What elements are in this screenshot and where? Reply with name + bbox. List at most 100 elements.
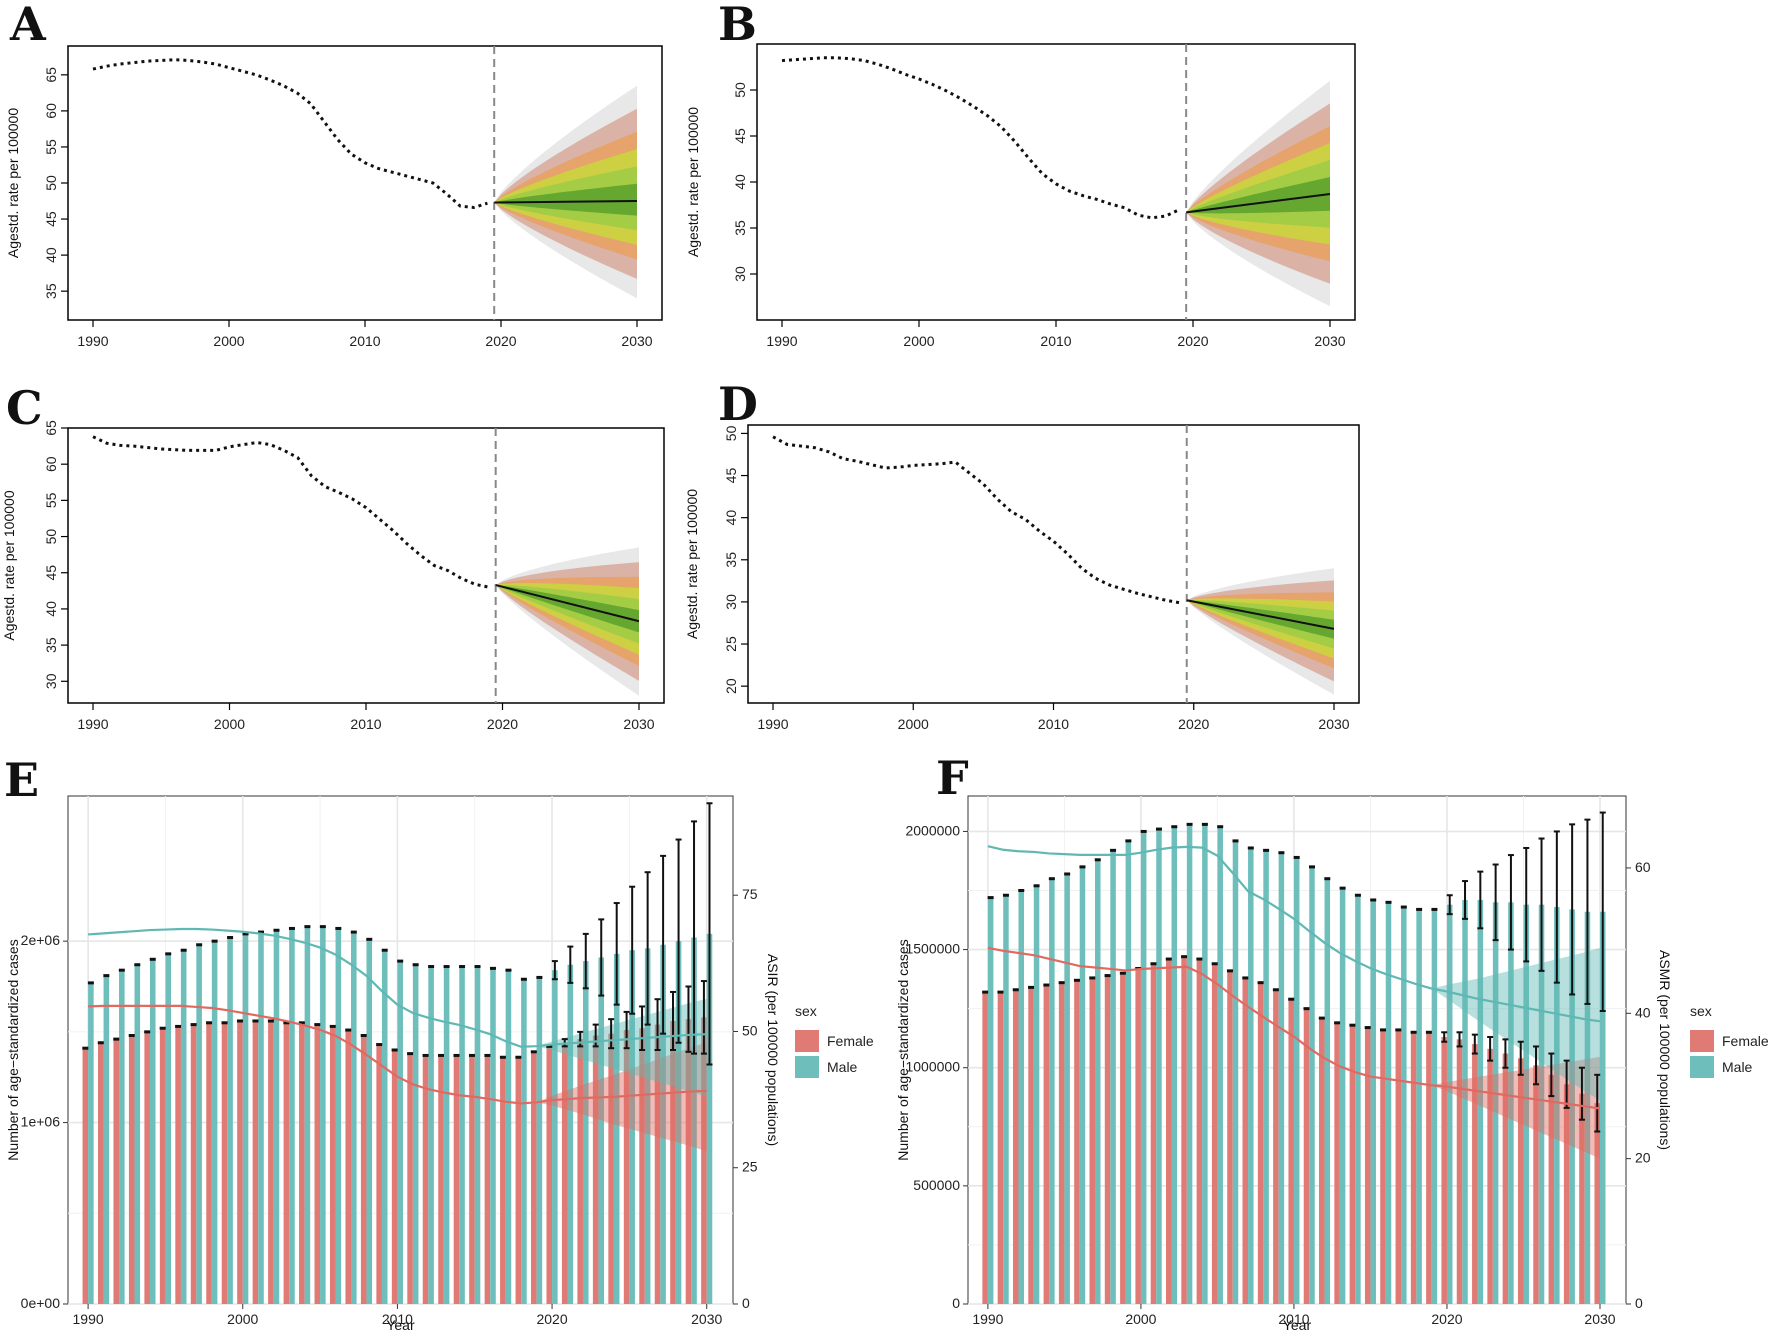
- y-tick-label: 30: [723, 594, 739, 610]
- bar-male: [149, 959, 156, 1304]
- y-axis-label: Number of age−standardized cases: [895, 939, 911, 1160]
- y-axis-label: Agestd. rate per 100000: [684, 489, 700, 639]
- bar-male: [1217, 826, 1223, 1304]
- x-tick-label: 2020: [536, 1311, 567, 1327]
- bar-female: [252, 1020, 259, 1304]
- bar-female: [391, 1050, 398, 1304]
- bar-female: [438, 1055, 444, 1304]
- bar-male: [505, 970, 512, 1304]
- bar-female: [484, 1055, 491, 1304]
- x-tick-label: 2010: [1040, 333, 1071, 349]
- bar-male: [1248, 847, 1254, 1304]
- bar-male: [629, 950, 635, 1304]
- bar-male: [536, 977, 543, 1304]
- bar-male: [227, 937, 233, 1304]
- y2-axis-label: ASIR (per 100000 populations): [765, 954, 781, 1146]
- bar-male: [1110, 850, 1116, 1304]
- bar-male: [103, 975, 110, 1304]
- bar-female: [1120, 973, 1126, 1304]
- panel-b: B 1990 2000 2010 2020 2030 30 35 40 45 50 Agestd. r…: [685, 0, 1356, 349]
- y2-axis-label: ASMR (per 100000 populations): [1657, 950, 1673, 1150]
- bar-female: [670, 1020, 676, 1304]
- female-rate-ribbon: [1431, 1056, 1600, 1159]
- bar-male: [1018, 890, 1025, 1304]
- bar-female: [1104, 975, 1111, 1304]
- bar-male: [1125, 840, 1132, 1304]
- bar-female: [407, 1053, 413, 1304]
- bar-female: [1533, 1065, 1539, 1304]
- female-rate-line: [88, 1004, 707, 1105]
- y-tick-label: 35: [732, 220, 748, 236]
- y-tick-label: 45: [723, 468, 739, 484]
- x-tick-label: 2030: [621, 333, 652, 349]
- bar-female: [329, 1026, 336, 1304]
- bar-female: [469, 1055, 475, 1304]
- bar-female: [1166, 959, 1172, 1304]
- bar-female: [1334, 1022, 1340, 1304]
- x-tick-label: 2000: [903, 333, 934, 349]
- y-tick-label: 65: [43, 67, 59, 83]
- x-tick-label: 1990: [757, 716, 788, 732]
- x-tick-label: 2030: [691, 1311, 722, 1327]
- bar-male: [258, 932, 264, 1304]
- bar-male: [987, 897, 994, 1304]
- y-tick-label: 45: [43, 565, 59, 581]
- bar-female: [345, 1030, 352, 1304]
- bar-female: [1012, 989, 1019, 1304]
- x-axis-label: Year: [1283, 1317, 1312, 1333]
- bar-female: [639, 1028, 645, 1304]
- y2-tick-label: 0: [1635, 1295, 1643, 1311]
- bar-male: [88, 982, 94, 1304]
- bar-female: [685, 1019, 692, 1304]
- y-tick-label: 50: [723, 425, 739, 441]
- bar-female: [221, 1022, 228, 1304]
- bar-female: [623, 1030, 630, 1304]
- bar-male: [1064, 873, 1070, 1304]
- bar-female: [1456, 1039, 1463, 1304]
- bar-female: [1517, 1058, 1524, 1304]
- bar-male: [1186, 824, 1193, 1304]
- y-axis-label: Agestd. rate per 100000: [5, 108, 21, 258]
- bar-female: [1548, 1074, 1555, 1304]
- bar-female: [1135, 968, 1141, 1304]
- bar-female: [1380, 1029, 1386, 1304]
- bar-male: [242, 933, 249, 1304]
- bar-male: [1003, 895, 1009, 1304]
- bar-male: [1370, 899, 1376, 1304]
- bar-male: [706, 933, 713, 1304]
- y-tick-label: 40: [723, 510, 739, 526]
- bar-male: [660, 944, 666, 1304]
- bar-male: [1416, 909, 1422, 1304]
- bar-male: [598, 957, 605, 1304]
- female-rate-line: [987, 946, 1601, 1110]
- y-tick-label: 35: [43, 283, 59, 299]
- bar-male: [1599, 911, 1606, 1304]
- legend-label-female: Female: [1722, 1033, 1769, 1049]
- bar-male: [165, 953, 171, 1304]
- bar-male: [1293, 857, 1300, 1304]
- panel-f: F 1990 2000 2010 2020 2030 Year 0 500000 1000000 1…: [895, 751, 1769, 1333]
- bar-female: [982, 992, 988, 1304]
- panel-letter: E: [4, 753, 39, 807]
- forecast-band-6: [1186, 176, 1330, 214]
- legend-swatch-female: [1690, 1030, 1714, 1052]
- bar-male: [180, 950, 187, 1304]
- x-tick-label: 2000: [1125, 1311, 1156, 1327]
- y-axis-label: Agestd. rate per 100000: [1, 490, 17, 640]
- bar-male: [335, 928, 342, 1304]
- bar-male: [320, 926, 326, 1304]
- bar-female: [531, 1051, 537, 1304]
- x-tick-label: 2030: [1318, 716, 1349, 732]
- bar-female: [1319, 1018, 1325, 1304]
- forecast-band-6: [495, 585, 639, 633]
- bar-female: [422, 1055, 429, 1304]
- bar-female: [190, 1024, 197, 1304]
- bar-male: [1385, 902, 1392, 1304]
- bar-female: [546, 1046, 553, 1304]
- bar-female: [1472, 1044, 1478, 1304]
- y-tick-label: 20: [723, 678, 739, 694]
- history-line: [772, 435, 1180, 605]
- y2-tick-label: 60: [1635, 859, 1651, 875]
- y2-tick-label: 75: [742, 886, 758, 902]
- bar-male: [1492, 902, 1499, 1304]
